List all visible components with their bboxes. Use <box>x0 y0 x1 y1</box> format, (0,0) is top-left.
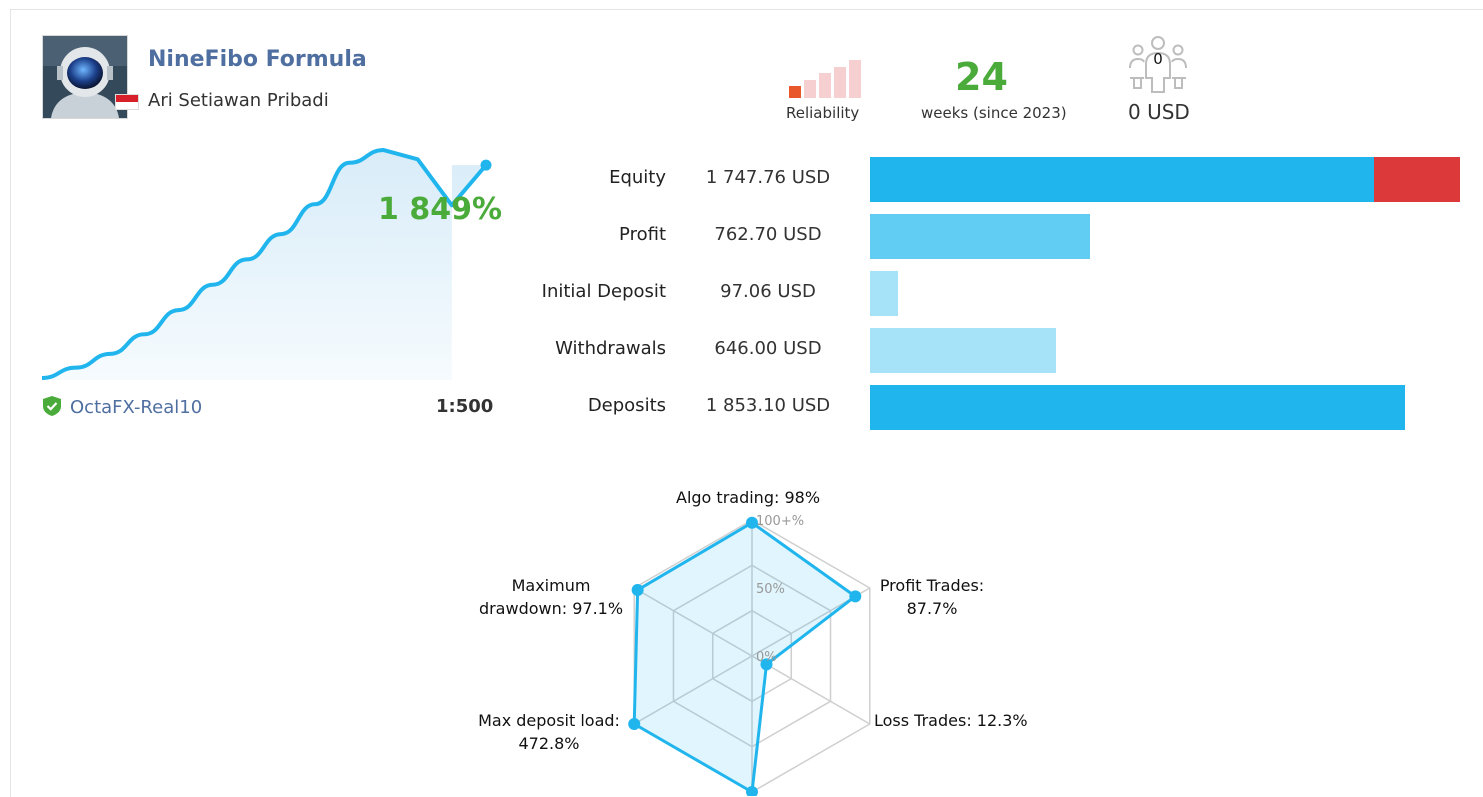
weeks-count: 24 <box>955 55 1008 99</box>
radar-point <box>760 658 773 671</box>
radar-label-max-drawdown-text: Maximum drawdown: 97.1% <box>478 576 624 618</box>
broker-server[interactable]: OctaFX-Real10 <box>42 396 202 418</box>
astronaut-avatar-image <box>43 36 127 118</box>
radar-label-profit-trades: Profit Trades: 87.7% <box>874 574 990 620</box>
subscribers-icon <box>1129 36 1187 93</box>
subscribers-count: 0 <box>1153 50 1163 68</box>
subscribers-funds: 0 USD <box>1128 100 1190 124</box>
radar-label-loss-trades: Loss Trades: 12.3% <box>874 711 1028 730</box>
radar-axis <box>633 655 753 725</box>
withdrawals-bar <box>870 328 1057 373</box>
growth-chart[interactable] <box>40 130 500 382</box>
initial-deposit-label: Initial Deposit <box>541 281 666 302</box>
deposits-label: Deposits <box>587 395 666 416</box>
initial-deposit-row: Initial Deposit 97.06 USD <box>500 271 1480 317</box>
reliability-bars-icon <box>789 60 863 98</box>
reliability-bar <box>849 60 861 98</box>
radar-point <box>746 516 758 529</box>
equity-bar <box>870 157 1375 202</box>
withdrawals-value: 646.00 USD <box>714 338 822 359</box>
radar-point <box>631 583 644 596</box>
server-name: OctaFX-Real10 <box>70 397 203 418</box>
growth-end-point <box>480 159 492 171</box>
signal-avatar[interactable] <box>42 35 128 119</box>
initial-deposit-value: 97.06 USD <box>720 281 816 302</box>
radar-point <box>849 590 862 603</box>
initial-deposit-bar <box>870 271 898 316</box>
growth-percent: 1 849% <box>378 192 502 227</box>
radar-tick-label: 50% <box>756 582 785 597</box>
profit-bar <box>870 214 1091 259</box>
equity-label: Equity <box>609 167 666 188</box>
radar-tick-label: 0% <box>756 650 777 665</box>
verified-shield-icon <box>43 396 61 416</box>
growth-area <box>42 150 486 380</box>
radar-tick-label: 100+% <box>756 514 804 529</box>
equity-drawdown-bar <box>1374 157 1460 202</box>
profit-label: Profit <box>619 224 666 245</box>
country-flag-icon <box>115 94 139 110</box>
profit-value: 762.70 USD <box>714 224 822 245</box>
signal-author[interactable]: Ari Setiawan Pribadi <box>148 90 329 111</box>
withdrawals-label: Withdrawals <box>555 338 666 359</box>
reliability-bar <box>804 79 816 98</box>
leverage: 1:500 <box>436 396 494 417</box>
radar-point <box>746 786 758 796</box>
growth-line <box>41 148 488 380</box>
radar-label-algo-trading: Algo trading: 98% <box>676 488 821 507</box>
deposits-value: 1 853.10 USD <box>705 395 831 416</box>
content-frame <box>10 9 1483 797</box>
equity-value: 1 747.76 USD <box>705 167 831 188</box>
withdrawals-row: Withdrawals 646.00 USD <box>500 328 1480 374</box>
radar-label-max-deposit-load: Max deposit load: 472.8% <box>473 709 625 755</box>
deposits-row: Deposits 1 853.10 USD <box>500 385 1480 431</box>
profit-row: Profit 762.70 USD <box>500 214 1480 260</box>
equity-row: Equity 1 747.76 USD <box>500 157 1480 203</box>
reliability-label: Reliability <box>786 104 860 122</box>
radar-label-max-deposit-load-text: Max deposit load: 472.8% <box>478 711 620 753</box>
reliability-bar <box>789 86 801 98</box>
radar-label-max-drawdown: Maximum drawdown: 97.1% <box>475 574 627 620</box>
radar-point <box>628 718 641 730</box>
radar-axis <box>633 587 753 657</box>
deposits-bar <box>870 385 1405 430</box>
radar-label-profit-trades-text: Profit Trades: 87.7% <box>879 576 985 618</box>
reliability-bar <box>819 73 831 98</box>
weeks-label: weeks (since 2023) <box>921 104 1067 122</box>
signal-title[interactable]: NineFibo Formula <box>148 47 367 72</box>
reliability-bar <box>834 66 846 98</box>
